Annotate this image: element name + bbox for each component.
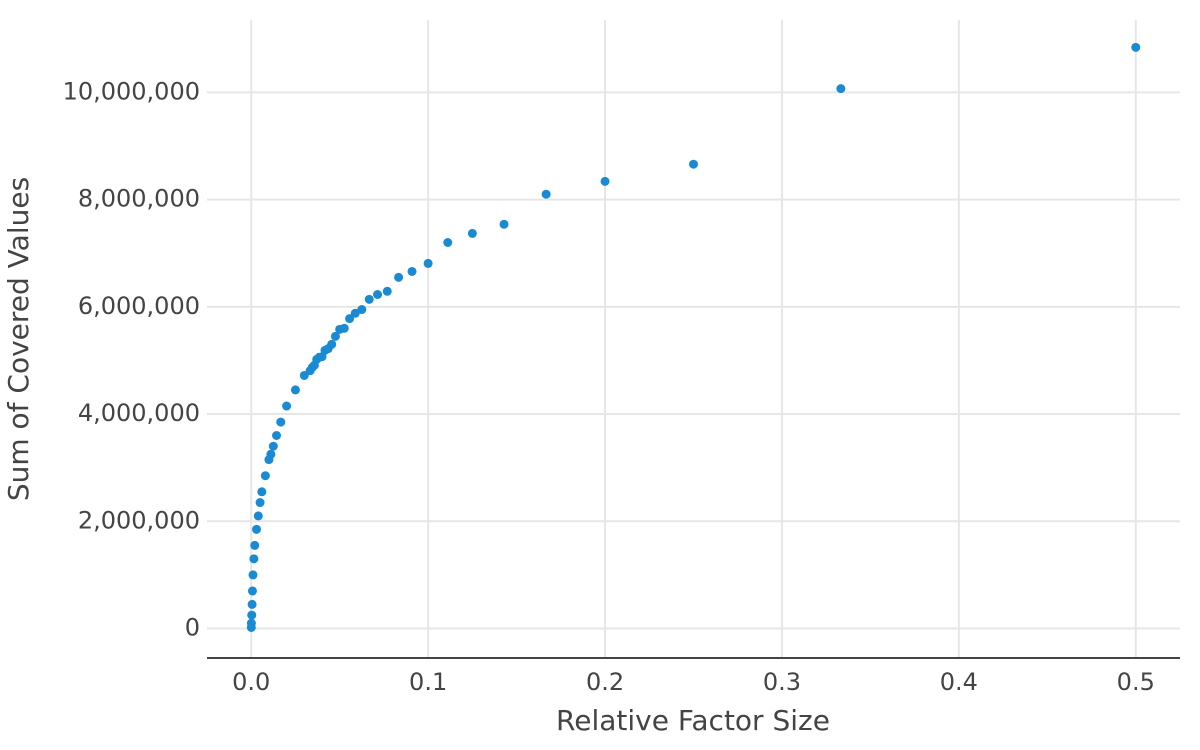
point bbox=[350, 308, 360, 318]
point bbox=[407, 266, 417, 276]
point bbox=[299, 370, 309, 380]
x-tick-label: 0.3 bbox=[763, 668, 801, 696]
point bbox=[253, 511, 263, 521]
point bbox=[330, 331, 340, 341]
point bbox=[264, 455, 274, 465]
y-tick-label: 8,000,000 bbox=[78, 185, 200, 213]
point bbox=[268, 441, 278, 451]
x-tick-label: 0.4 bbox=[940, 668, 978, 696]
point bbox=[272, 431, 282, 441]
point bbox=[276, 417, 286, 427]
point bbox=[260, 471, 270, 481]
point bbox=[443, 237, 453, 247]
point bbox=[423, 258, 433, 268]
point bbox=[541, 189, 551, 199]
x-tick-label: 0.5 bbox=[1117, 668, 1155, 696]
point bbox=[247, 610, 257, 620]
point bbox=[1131, 42, 1141, 52]
y-axis-label: Sum of Covered Values bbox=[2, 177, 35, 501]
y-tick-label: 0 bbox=[185, 614, 200, 642]
point bbox=[247, 586, 257, 596]
point bbox=[250, 540, 260, 550]
point bbox=[600, 176, 610, 186]
point bbox=[335, 324, 345, 334]
point bbox=[345, 314, 355, 324]
point bbox=[246, 622, 256, 632]
point bbox=[248, 570, 258, 580]
point bbox=[382, 286, 392, 296]
point bbox=[836, 84, 846, 94]
y-tick-label: 2,000,000 bbox=[78, 506, 200, 534]
point bbox=[499, 219, 509, 229]
point bbox=[364, 294, 374, 304]
y-tick-label: 10,000,000 bbox=[63, 77, 200, 105]
y-tick-label: 4,000,000 bbox=[78, 399, 200, 427]
point bbox=[394, 272, 404, 282]
point bbox=[282, 401, 292, 411]
point bbox=[249, 554, 259, 564]
point bbox=[247, 599, 257, 609]
point bbox=[467, 228, 477, 238]
y-tick-label: 6,000,000 bbox=[78, 292, 200, 320]
point bbox=[689, 159, 698, 169]
x-tick-label: 0.1 bbox=[409, 668, 447, 696]
point bbox=[357, 305, 367, 315]
x-tick-label: 0.0 bbox=[232, 668, 270, 696]
point bbox=[373, 290, 383, 300]
point bbox=[257, 487, 267, 497]
x-axis-label: Relative Factor Size bbox=[556, 704, 830, 737]
point bbox=[255, 498, 265, 508]
x-tick-label: 0.2 bbox=[586, 668, 624, 696]
point bbox=[252, 524, 262, 534]
point bbox=[290, 385, 300, 395]
